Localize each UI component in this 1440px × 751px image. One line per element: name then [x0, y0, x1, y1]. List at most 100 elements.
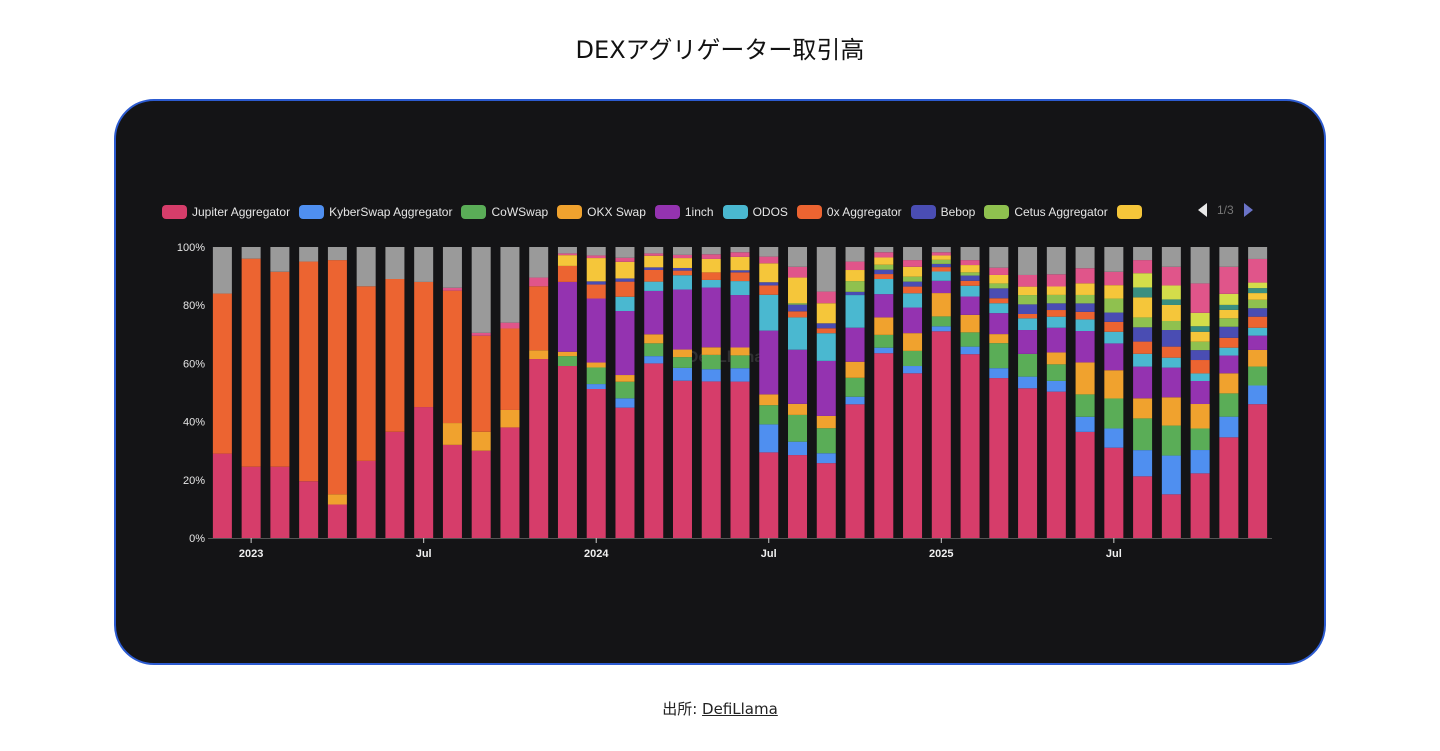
bar-segment — [730, 381, 750, 538]
bar-segment — [759, 452, 779, 538]
bar-segment — [1219, 373, 1239, 394]
bar-segment — [989, 343, 1009, 369]
bar-segment — [1133, 260, 1153, 274]
bar-segment — [931, 331, 951, 538]
legend-item[interactable]: CoWSwap — [461, 205, 548, 219]
legend-page-indicator: 1/3 — [1217, 203, 1234, 217]
page-title: DEXアグリゲーター取引高 — [575, 36, 865, 64]
bar-segment — [788, 349, 808, 404]
bar-segment — [759, 263, 779, 283]
legend-item[interactable]: 1inch — [654, 205, 714, 219]
x-tick-label: Jul — [416, 548, 432, 560]
bar-segment — [931, 280, 951, 294]
bar-segment — [788, 441, 808, 456]
source-link[interactable]: DefiLlama — [702, 700, 778, 718]
bar-segment — [471, 247, 491, 333]
bar-segment — [816, 291, 836, 304]
bar-segment — [414, 247, 434, 282]
bar-segment — [845, 291, 865, 296]
legend-item[interactable]: Cetus Aggregator — [984, 205, 1108, 219]
bar-segment — [788, 266, 808, 278]
bar-segment — [644, 363, 664, 538]
bar-segment — [1133, 418, 1153, 451]
bar-segment — [816, 247, 836, 292]
bar-segment — [672, 349, 692, 358]
bar-segment — [989, 283, 1009, 289]
bar-segment — [299, 481, 319, 538]
bar-segment — [644, 334, 664, 344]
bar-segment — [759, 294, 779, 331]
legend-item[interactable]: ODOS — [722, 205, 788, 219]
bar-segment — [1161, 304, 1181, 321]
bar-segment — [1248, 293, 1268, 300]
bar-segment — [788, 277, 808, 304]
bar-segment — [615, 247, 635, 258]
bar-segment — [1075, 294, 1095, 304]
bar-segment — [1161, 357, 1181, 368]
bar-segment — [1104, 370, 1124, 399]
legend-item[interactable] — [1116, 205, 1147, 219]
bar-segment — [1104, 312, 1124, 322]
bar-segment — [1133, 366, 1153, 399]
bar-segment — [1248, 327, 1268, 336]
bar-segment — [845, 377, 865, 397]
legend-label: Jupiter Aggregator — [192, 205, 291, 219]
legend-item[interactable]: Jupiter Aggregator — [162, 205, 290, 219]
bar-segment — [299, 261, 319, 482]
x-tick-label: 2023 — [239, 548, 263, 560]
legend-item[interactable]: 0x Aggregator — [796, 205, 902, 219]
bar-segment — [874, 252, 894, 258]
bar-segment — [874, 274, 894, 280]
bar-segment — [1190, 373, 1210, 381]
x-tick-label: 2025 — [929, 548, 953, 560]
legend-prev-arrow-icon[interactable] — [1198, 203, 1207, 217]
bar-segment — [701, 347, 721, 355]
bar-segment — [1248, 404, 1268, 538]
bar-segment — [1075, 283, 1095, 295]
bar-segment — [730, 355, 750, 369]
bar-segment — [1219, 416, 1239, 438]
bar-segment — [874, 264, 894, 270]
bar-segment — [644, 247, 664, 254]
bar-segment — [1104, 321, 1124, 332]
bar-segment — [931, 247, 951, 253]
bar-segment — [960, 265, 980, 273]
bar-segment — [1018, 318, 1038, 331]
bar-segment — [1190, 283, 1210, 313]
bar-segment — [270, 271, 290, 467]
bar-segment — [385, 279, 405, 432]
bar-segment — [270, 247, 290, 272]
bar-segment — [586, 284, 606, 299]
bar-segment — [1248, 335, 1268, 350]
bar-segment — [1046, 310, 1066, 317]
bar-segment — [241, 258, 261, 467]
bar-segment — [701, 247, 721, 255]
legend-item[interactable]: Bebop — [910, 205, 975, 219]
bar-segment — [730, 347, 750, 356]
bar-segment — [701, 254, 721, 259]
bar-segment — [615, 398, 635, 408]
bar-segment — [1190, 473, 1210, 538]
bar-segment — [989, 313, 1009, 335]
legend-item[interactable]: KyberSwap Aggregator — [299, 205, 452, 219]
bar-segment — [644, 290, 664, 335]
bar-segment — [1219, 337, 1239, 348]
bar-segment — [1075, 303, 1095, 312]
bar-segment — [845, 247, 865, 262]
bar-segment — [615, 296, 635, 312]
bar-segment — [672, 357, 692, 368]
bar-segment — [1219, 247, 1239, 267]
bar-segment — [1133, 327, 1153, 342]
bar-segment — [327, 260, 347, 495]
bar-segment — [644, 255, 664, 268]
legend-item[interactable]: OKX Swap — [557, 205, 646, 219]
legend-next-arrow-icon[interactable] — [1243, 203, 1253, 217]
bar-segment — [989, 303, 1009, 314]
bar-segment — [931, 267, 951, 272]
legend-swatch — [299, 205, 325, 219]
bar-segment — [327, 247, 347, 261]
bar-segment — [557, 356, 577, 367]
bar-segment — [385, 247, 405, 280]
bar-segment — [1104, 343, 1124, 371]
bar-segment — [903, 260, 923, 267]
